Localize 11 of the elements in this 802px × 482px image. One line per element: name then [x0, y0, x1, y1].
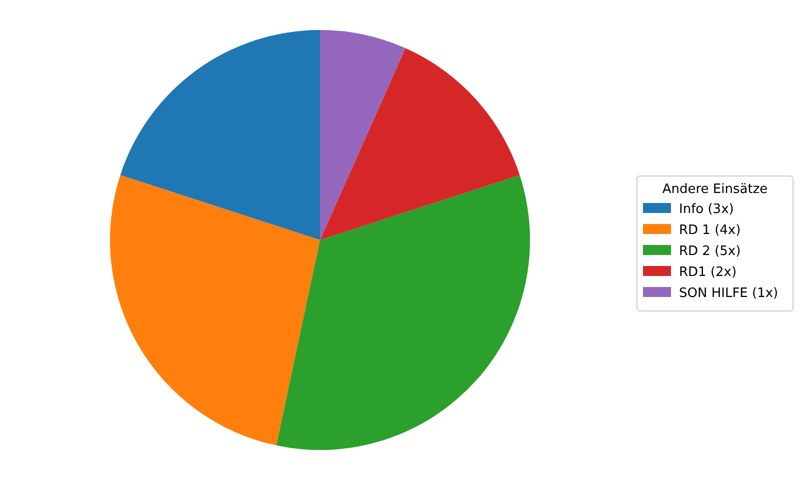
pie-slice — [320, 48, 520, 240]
legend-label: RD1 (2x) — [679, 265, 737, 280]
pie-slice — [320, 30, 406, 240]
legend-label: Info (3x) — [679, 202, 734, 217]
pie-slice — [110, 175, 320, 446]
legend-title: Andere Einsätze — [662, 182, 768, 197]
pie-slice — [276, 175, 530, 450]
legend-label: RD 2 (5x) — [679, 244, 741, 259]
legend-label: SON HILFE (1x) — [679, 286, 778, 301]
pie-slice — [120, 30, 320, 240]
legend-label: RD 1 (4x) — [679, 223, 741, 238]
